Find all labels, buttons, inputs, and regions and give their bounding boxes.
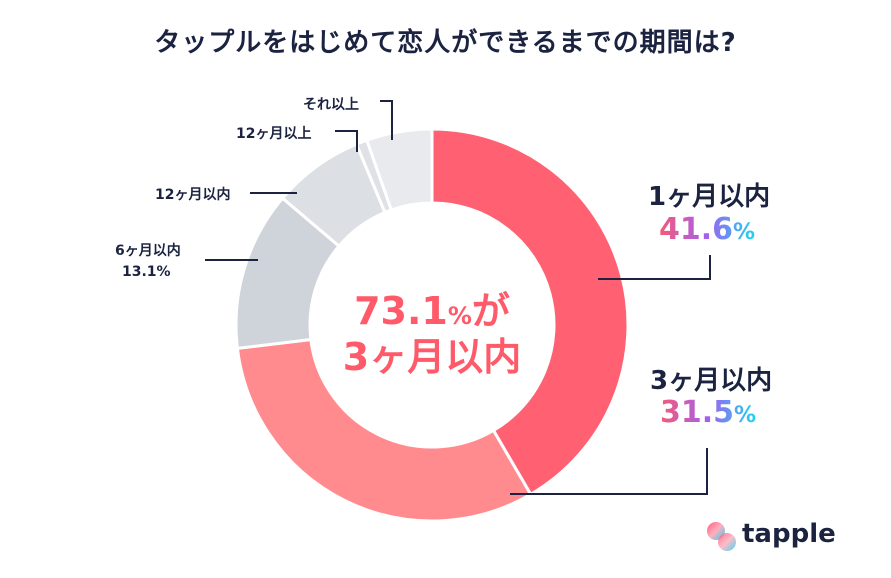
label-6m-within: 6ヶ月以内: [115, 243, 181, 259]
leader-line-0: [598, 255, 711, 280]
label-1m-within: 1ヶ月以内: [648, 182, 771, 212]
center-text-line1: 73.1%が: [332, 280, 532, 335]
donut-slice-5: [364, 127, 434, 212]
label-12m-within: 12ヶ月以内: [155, 187, 231, 203]
percent-sign: %: [734, 403, 757, 428]
donut-slice-0: [430, 127, 630, 497]
leader-line-5: [380, 100, 393, 140]
leader-line-4: [335, 130, 358, 152]
leader-line-1: [510, 448, 708, 495]
value-6m-within: 13.1%: [122, 264, 171, 280]
label-12m-over: 12ヶ月以上: [236, 126, 312, 142]
label-3m-within: 3ヶ月以内: [650, 366, 773, 396]
value-3m-number: 31.5: [660, 395, 735, 430]
value-1m-within: 41.6%: [659, 212, 755, 247]
donut-slice-1: [235, 337, 533, 523]
center-value: 73.1: [354, 289, 448, 333]
value-1m-number: 41.6: [659, 212, 734, 247]
value-3m-within: 31.5%: [660, 395, 756, 430]
center-suffix: が: [471, 289, 510, 333]
center-unit: %: [447, 302, 472, 330]
tapple-logo-text: tapple: [742, 519, 836, 549]
label-sore-ijou: それ以上: [303, 97, 359, 113]
center-text-line2: 3ヶ月以内: [342, 335, 522, 379]
chart-title: タップルをはじめて恋人ができるまでの期間は?: [154, 28, 737, 58]
percent-sign: %: [733, 220, 756, 245]
